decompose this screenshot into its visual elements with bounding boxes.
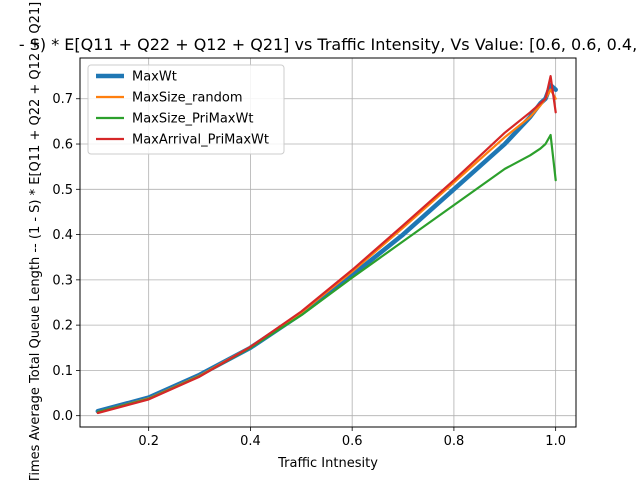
legend-entry: MaxSize_PriMaxWt (132, 112, 253, 127)
y-axis-label: Times Average Total Queue Length -- (1 -… (28, 2, 43, 480)
legend-entry: MaxWt (132, 70, 177, 85)
x-tick-label: 0.6 (342, 434, 363, 449)
y-tick-label: 0.0 (52, 409, 73, 424)
legend-entry: MaxArrival_PriMaxWt (132, 133, 269, 148)
y-tick-label: 0.6 (52, 138, 73, 153)
x-tick-label: 0.8 (444, 434, 465, 449)
chart-title: - S) * E[Q11 + Q22 + Q12 + Q21] vs Traff… (19, 35, 637, 54)
y-tick-label: 0.4 (52, 228, 73, 243)
legend: MaxWt MaxSize_random MaxSize_PriMaxWt MaxAr… (87, 64, 285, 155)
y-tick-label: 0.1 (52, 364, 73, 379)
x-tick-label: 0.4 (240, 434, 261, 449)
legend-entry: MaxSize_random (132, 91, 242, 106)
ticks: 0.2 0.4 0.6 0.8 1.0 0.0 0.1 0.2 0.3 0.4 0.5 0.6 0.7 (52, 92, 566, 449)
x-axis-label: Traffic Intnesity (277, 456, 378, 471)
legend-box (87, 64, 285, 155)
x-tick-label: 0.2 (138, 434, 159, 449)
y-tick-label: 0.3 (52, 273, 73, 288)
series-layer (95, 74, 558, 415)
y-tick-label: 0.2 (52, 319, 73, 334)
plot-frame (79, 57, 577, 428)
y-tick-label: 0.5 (52, 183, 73, 198)
y-tick-label: 0.7 (52, 92, 73, 107)
series-line-maxarrival-primaxwt (96, 74, 557, 415)
grid (80, 58, 576, 427)
x-tick-label: 1.0 (545, 434, 566, 449)
